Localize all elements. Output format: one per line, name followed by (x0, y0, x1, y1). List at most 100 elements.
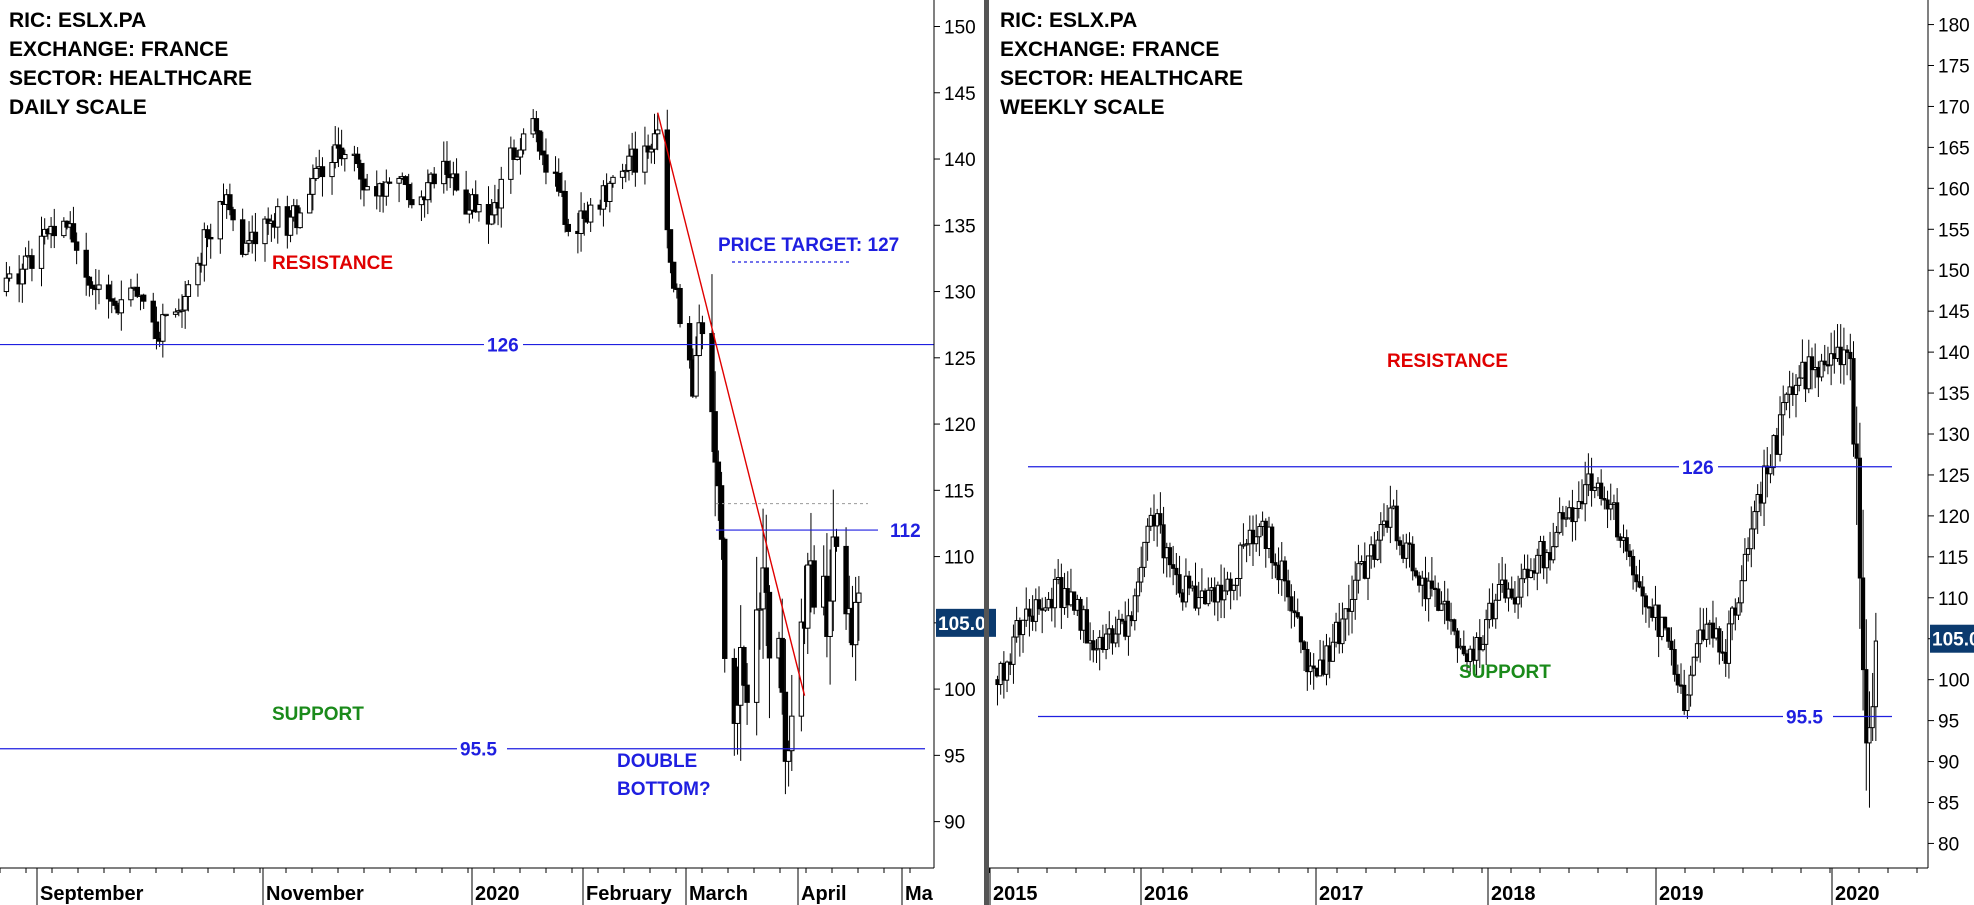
candle (1781, 385, 1786, 436)
candle (1103, 623, 1109, 660)
candle-body (1704, 623, 1709, 640)
candle-body (1599, 482, 1604, 500)
candle (89, 281, 96, 296)
candle (1177, 555, 1182, 598)
candle-body (1094, 648, 1099, 651)
candle (1848, 333, 1853, 381)
candle (252, 212, 259, 262)
candle (1615, 488, 1620, 541)
candle (492, 184, 498, 224)
candle (1583, 461, 1588, 522)
candle-body (785, 750, 792, 762)
candle-body (1244, 543, 1249, 546)
candle (753, 556, 760, 736)
candle-body (1669, 640, 1674, 651)
candle-body (763, 567, 769, 593)
candle (1052, 568, 1058, 628)
candle-body (163, 313, 169, 317)
candle (757, 592, 763, 650)
candle (1599, 469, 1604, 506)
candle (1822, 344, 1827, 372)
weekly-time-axis: 2015 2016 2017 2018 2019 2020 (988, 867, 1928, 905)
candle-body (562, 191, 568, 225)
candle-body (734, 704, 741, 724)
candle (581, 202, 587, 236)
candle-body (1848, 351, 1853, 360)
candle (699, 315, 706, 350)
candle-body (805, 564, 811, 629)
candle-body (744, 684, 750, 703)
candle (118, 280, 125, 331)
candle-body (204, 229, 211, 238)
candle-body (1445, 600, 1450, 621)
candle (1094, 639, 1099, 664)
candle-body (1011, 636, 1016, 665)
time-tick-label: November (266, 883, 364, 905)
candle (262, 216, 268, 262)
candle (1174, 552, 1179, 595)
candle-body (1822, 360, 1827, 366)
candle (508, 136, 514, 194)
candle (105, 274, 112, 319)
candle-body (409, 199, 415, 206)
candle-body (664, 129, 670, 231)
time-tick-label: Ma (905, 883, 934, 905)
candle (664, 109, 670, 249)
candle (431, 167, 437, 189)
candle-body (718, 485, 725, 540)
candle (1244, 538, 1249, 563)
candle (1196, 581, 1201, 616)
daily-pattern-label-line2: BOTTOM? (617, 779, 711, 800)
candle-body (1196, 597, 1201, 609)
candle-body (1298, 616, 1304, 643)
candle (1845, 344, 1850, 376)
candle (1036, 586, 1042, 615)
candle-body (1052, 578, 1058, 609)
candle-body (1739, 580, 1744, 604)
candle (140, 293, 147, 309)
candle-body (1036, 599, 1042, 610)
candle (1480, 635, 1486, 652)
candle-body (667, 229, 674, 263)
candle (1761, 449, 1767, 526)
candle-body (150, 300, 156, 323)
candle-body (741, 647, 747, 686)
candle-body (1516, 596, 1521, 605)
resistance-value-label: 126 (487, 336, 519, 357)
candle-body (3, 277, 10, 293)
candle (798, 598, 805, 732)
candle-body (1573, 507, 1578, 523)
candle-body (444, 160, 450, 175)
candle (1004, 660, 1010, 693)
last-price-label: 105.0 (1932, 630, 1974, 651)
candle (208, 223, 214, 259)
candle-body (1231, 584, 1236, 591)
candle-body (275, 206, 281, 228)
candle (1091, 630, 1096, 663)
candle-body (856, 592, 862, 603)
candle (731, 648, 738, 756)
candle-body (208, 236, 214, 240)
candle-body (757, 608, 763, 611)
candle (179, 294, 185, 328)
candle-body (246, 240, 252, 244)
price-tick-label: 85 (1938, 793, 1959, 814)
candle-body (1672, 649, 1677, 675)
candle (96, 269, 102, 305)
candle (1484, 609, 1489, 666)
candle (444, 141, 450, 191)
candle-body (1286, 580, 1291, 598)
candle (1305, 641, 1310, 691)
candle-body (699, 322, 706, 335)
candle-body (1477, 636, 1482, 651)
candle (150, 292, 156, 340)
candle-body (262, 218, 268, 245)
candle (1238, 542, 1243, 597)
candle-body (1407, 542, 1412, 545)
downtrend-line (657, 112, 806, 696)
candle (1573, 507, 1578, 541)
candle-body (619, 170, 626, 178)
candle (1784, 392, 1789, 411)
